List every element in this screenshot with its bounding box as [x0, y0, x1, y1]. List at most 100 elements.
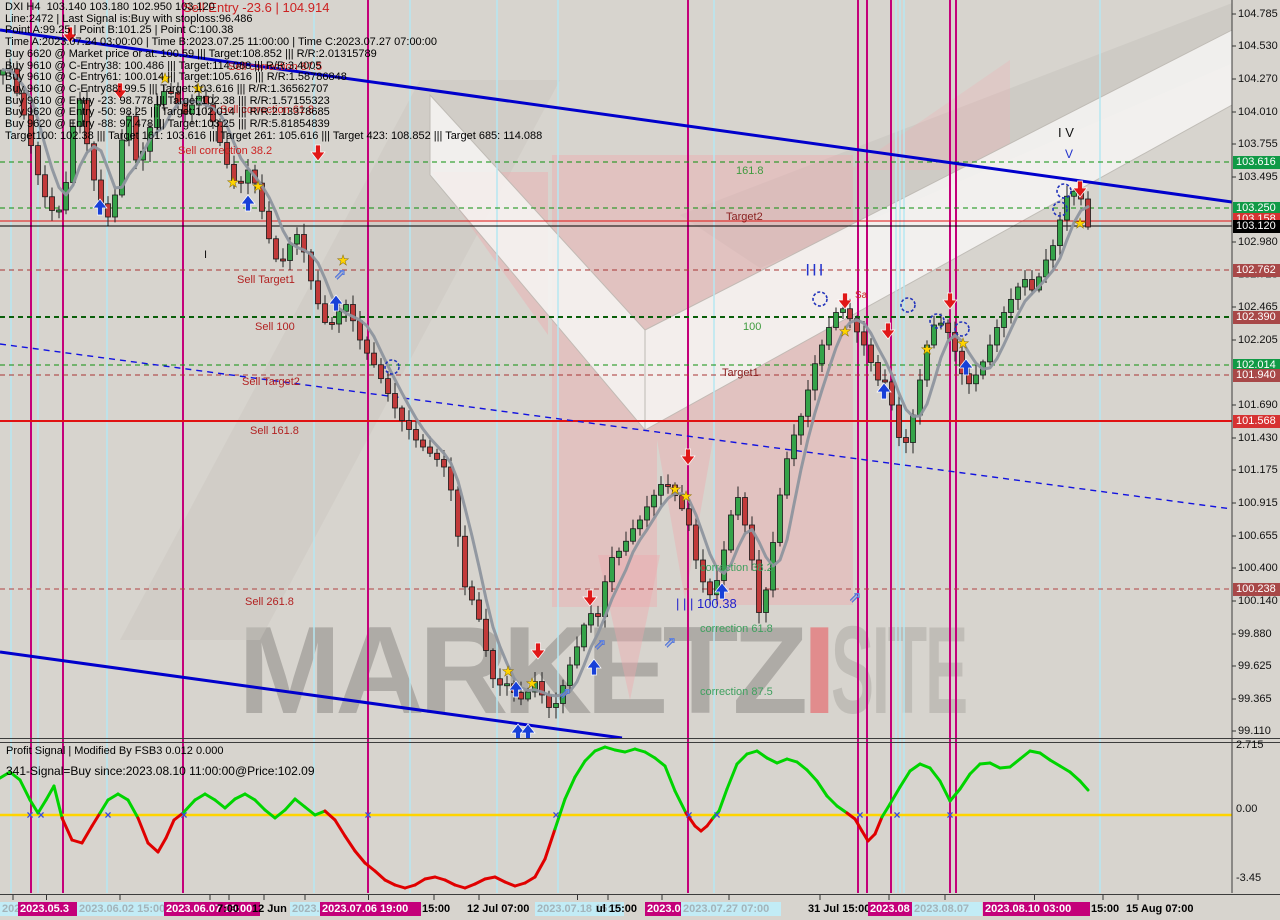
info-line: Target100: 102.38 ||| Target 161: 103.61…	[5, 129, 543, 142]
price-level-badge: 102.390	[1233, 311, 1280, 324]
pane-separator-bottom[interactable]	[0, 742, 1280, 743]
time-axis-label: 15 Aug 07:00	[1126, 903, 1194, 915]
axis-separator	[0, 894, 1280, 895]
price-level-badge: 103.120	[1233, 220, 1280, 233]
sell-arrow-icon	[530, 642, 546, 660]
buy-arrow-icon	[714, 582, 730, 600]
info-line: Buy 9620 @ Entry -50: 98.25 ||| Target:1…	[5, 106, 330, 119]
price-level-badge: 100.238	[1233, 583, 1280, 596]
time-axis-label: 2023.06.07 19:00	[164, 902, 260, 916]
price-axis-label: 104.530	[1238, 40, 1278, 52]
cross-signal-icon: ×	[946, 808, 953, 822]
info-line: DXI H4 103.140 103.180 102.950 103.120	[5, 1, 215, 13]
star-icon: ★	[680, 488, 693, 504]
info-line: Line:2472 | Last Signal is:Buy with stop…	[5, 12, 253, 25]
indicator-info-line: Profit Signal | Modified By FSB3 0.012 0…	[6, 745, 224, 757]
time-axis-label: 15:00	[1091, 903, 1120, 915]
info-line: Buy 9620 @ Entry -88: 97.478 ||| Target:…	[5, 118, 330, 131]
price-axis-label: 100.400	[1238, 562, 1278, 574]
price-axis-label: 101.175	[1238, 464, 1278, 476]
pane-separator-top[interactable]	[0, 738, 1280, 739]
time-axis-label: 2023.07.27 07:00	[681, 902, 781, 916]
buy-arrow-icon	[958, 358, 974, 376]
cross-signal-icon: ×	[180, 808, 187, 822]
sell-arrow-icon	[112, 82, 128, 100]
star-icon: ★	[957, 335, 970, 351]
circle-signal-icon	[1056, 183, 1072, 199]
price-level-badge: 102.014	[1233, 359, 1280, 372]
chart-annotation-label: correction 61.8	[700, 623, 773, 635]
buy-arrow-icon	[92, 198, 108, 216]
price-axis-label: 100.915	[1238, 497, 1278, 509]
watermark-part1: MARKETZ	[238, 602, 808, 740]
time-axis-label: 2023.06.02 15:00	[77, 902, 167, 916]
info-line: Time A:2023.07.24 03:00:00 | Time B:2023…	[5, 36, 437, 49]
chart-annotation-label: Sell correction 61.8	[220, 104, 315, 116]
time-axis-label: 2023.08.07	[912, 902, 982, 916]
time-axis-label: 7:00	[217, 903, 240, 915]
hollow-arrow-icon: ⇗	[664, 634, 677, 651]
time-axis-label: 15:00	[422, 903, 451, 915]
chart-annotation-label: Sell correction 87.5	[228, 61, 323, 73]
symbol-info-block: DXI H4 103.140 103.180 102.950 103.120 Li…	[5, 1, 543, 142]
chart-annotation-label: I V	[1058, 125, 1074, 140]
time-axis-label: 2023.08	[868, 902, 914, 916]
sell-arrow-icon	[310, 144, 326, 162]
chart-annotation-label: Sell Target1	[237, 274, 295, 286]
price-axis-label: 101.430	[1238, 432, 1278, 444]
indicator-axis-label: 0.00	[1236, 803, 1258, 815]
star-icon: ★	[526, 675, 539, 691]
hollow-arrow-icon: ⇗	[559, 685, 572, 702]
chart-annotation-label: Sell Target2	[242, 376, 300, 388]
indicator-info-line: 341-Signal=Buy since:2023.08.10 11:00:00…	[6, 764, 315, 778]
info-line: Buy 9610 @ C-Entry38: 100.486 ||| Target…	[5, 59, 322, 72]
price-level-badge: 101.568	[1233, 415, 1280, 428]
cross-signal-icon: ×	[26, 808, 33, 822]
trendlines[interactable]	[0, 28, 1232, 738]
chart-annotation-label: correction 38.2	[700, 562, 773, 574]
chart-annotation-label: 100	[743, 321, 762, 333]
sell-arrow-icon	[680, 448, 696, 466]
price-axis-label: 101.690	[1238, 399, 1278, 411]
vertical-session-lines	[10, 0, 1101, 893]
horizontal-levels	[0, 161, 1232, 590]
sell-entry-label: Sell Entry -23.6 | 104.914	[183, 0, 330, 15]
chart-annotation-label: Sell 100	[255, 321, 295, 333]
time-axis-label: 2023.05.3	[18, 902, 79, 916]
chart-annotation-label: Target2	[726, 211, 763, 223]
price-level-badge: 102.762	[1233, 264, 1280, 277]
star-icon: ★	[502, 663, 515, 679]
chart-annotation-label: Sell 161.8	[250, 425, 299, 437]
time-axis-label: 2023.0	[290, 902, 326, 916]
chart-annotation-label: Target1	[722, 367, 759, 379]
time-axis-label: 2023.07.06 19:00	[320, 902, 421, 916]
buy-arrow-icon	[520, 723, 536, 738]
watermark-text: MARKETZISITE	[238, 600, 1090, 742]
ma-line	[1, 68, 1090, 698]
star-icon: ★	[839, 323, 852, 339]
sell-arrow-icon	[942, 292, 958, 310]
circle-signal-icon	[954, 321, 970, 337]
info-line: Buy 9610 @ Entry -23: 98.778 ||| Target:…	[5, 94, 330, 107]
time-axis-label: 2023.0	[645, 902, 683, 916]
watermark-part3: SITE	[830, 602, 968, 740]
circle-signal-icon	[900, 297, 916, 313]
chart-annotation-label: 161.8	[736, 165, 764, 177]
sell-arrow-icon	[582, 589, 598, 607]
cross-signal-icon: ×	[856, 808, 863, 822]
info-line: Buy 9610 @ C-Entry88: 99.5 ||| Target:10…	[5, 82, 329, 95]
hollow-arrow-icon: ⇗	[594, 636, 607, 653]
cross-signal-icon: ×	[364, 808, 371, 822]
price-level-badge: 103.616	[1233, 156, 1280, 169]
buy-arrow-icon	[510, 723, 526, 738]
chart-annotation-label: Sa	[855, 290, 868, 301]
buy-arrow-icon	[328, 294, 344, 312]
sell-arrow-icon	[1072, 180, 1088, 198]
indicator-axis-label: 2.715	[1236, 739, 1264, 751]
buy-arrow-icon	[586, 658, 602, 676]
circle-signal-icon	[1052, 201, 1068, 217]
chart-annotation-label: | | |	[806, 262, 823, 276]
hollow-arrow-icon: ⇗	[334, 266, 347, 283]
chart-annotation-label: I	[204, 249, 208, 261]
